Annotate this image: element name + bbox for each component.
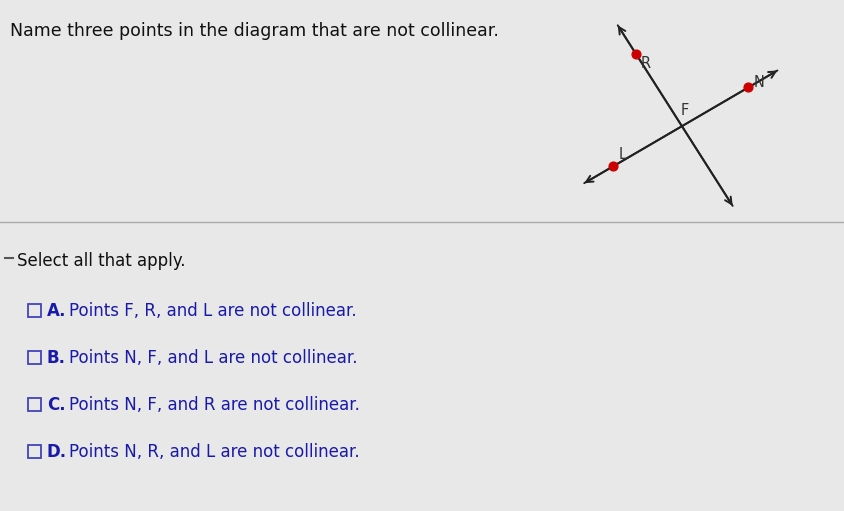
Bar <box>28 398 41 411</box>
Text: C.: C. <box>47 396 66 414</box>
Text: Points F, R, and L are not collinear.: Points F, R, and L are not collinear. <box>69 302 357 320</box>
Text: A.: A. <box>47 302 67 320</box>
Text: Name three points in the diagram that are not collinear.: Name three points in the diagram that ar… <box>10 22 499 40</box>
Bar <box>28 445 41 458</box>
Bar <box>28 351 41 364</box>
Text: N: N <box>754 75 764 90</box>
Point <box>629 50 642 58</box>
Text: Select all that apply.: Select all that apply. <box>17 252 186 270</box>
Text: L: L <box>619 147 626 161</box>
Text: F: F <box>680 103 689 118</box>
Text: B.: B. <box>47 349 66 367</box>
Bar <box>28 304 41 317</box>
Text: Points N, F, and R are not collinear.: Points N, F, and R are not collinear. <box>69 396 360 414</box>
Text: Points N, R, and L are not collinear.: Points N, R, and L are not collinear. <box>69 443 360 461</box>
Point <box>742 83 755 91</box>
Point <box>607 162 620 170</box>
Text: D.: D. <box>47 443 68 461</box>
Text: R: R <box>641 56 651 71</box>
Text: Points N, F, and L are not collinear.: Points N, F, and L are not collinear. <box>69 349 358 367</box>
